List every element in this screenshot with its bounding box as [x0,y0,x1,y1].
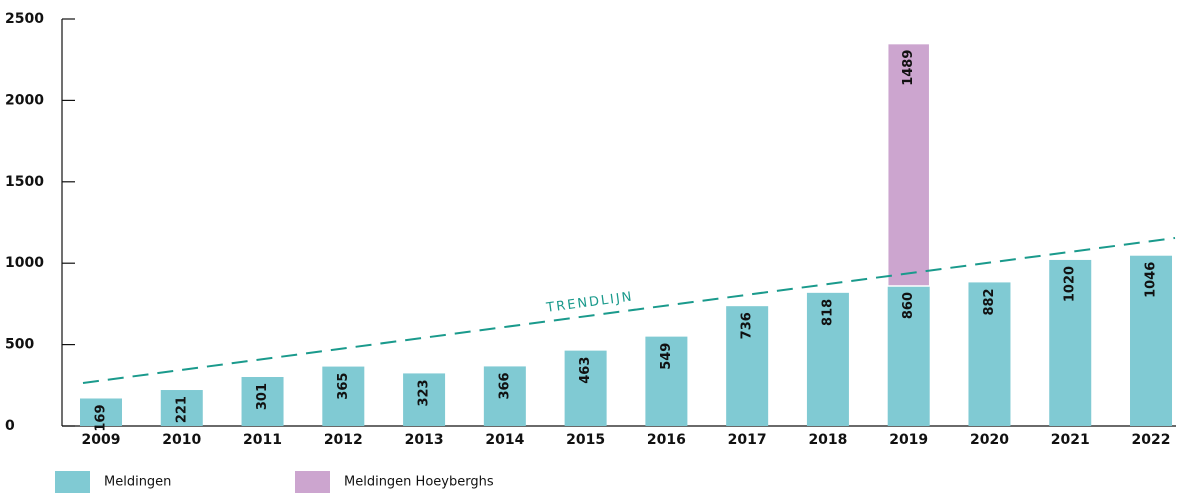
x-tick-label: 2020 [970,432,1009,448]
x-tick-label: 2013 [405,432,444,448]
bar [1049,259,1092,426]
value-label: 221 [174,396,189,423]
legend-label: Meldingen Hoeyberghs [344,475,494,490]
value-label: 1489 [901,50,916,86]
bar [564,350,607,426]
bar [645,336,688,426]
y-tick-label: 1000 [5,255,44,271]
bar [726,306,769,426]
y-tick-label: 2500 [5,11,44,27]
y-tick-label: 0 [5,418,15,434]
x-tick-label: 2010 [162,432,201,448]
bar [322,366,365,426]
x-tick-label: 2014 [485,432,524,448]
legend-swatch [295,471,330,493]
x-tick-label: 2018 [808,432,847,448]
x-tick-label: 2011 [243,432,282,448]
x-tick-label: 2021 [1051,432,1090,448]
value-label: 736 [740,312,755,339]
value-label: 549 [659,343,674,370]
legend-swatch [55,471,90,493]
x-tick-label: 2009 [82,432,121,448]
bar [886,42,931,287]
x-tick-label: 2016 [647,432,686,448]
bar [1130,255,1173,426]
bar [483,366,526,426]
bar [968,282,1011,426]
trend-line [82,236,1176,385]
value-label: 463 [578,357,593,384]
value-label: 366 [497,372,512,399]
x-tick-label: 2017 [728,432,767,448]
value-label: 169 [94,404,109,431]
value-label: 860 [901,292,916,319]
bar [80,398,122,426]
y-tick-label: 500 [5,337,34,353]
bar [160,390,203,426]
value-label: 1046 [1144,262,1159,298]
value-label: 301 [255,383,270,410]
value-label: 323 [417,379,432,406]
value-label: 818 [820,299,835,326]
bar [403,373,446,426]
bar [806,292,849,426]
trend-label: TRENDLIJN [545,289,635,316]
x-tick-label: 2015 [566,432,605,448]
bar [887,285,930,426]
y-tick-label: 2000 [5,92,44,108]
value-label: 1020 [1063,266,1078,302]
value-label: 882 [982,288,997,315]
x-tick-label: 2019 [889,432,928,448]
x-tick-label: 2012 [324,432,363,448]
value-label: 365 [336,373,351,400]
bar [241,376,284,426]
y-tick-label: 1500 [5,174,44,190]
x-tick-label: 2022 [1132,432,1171,448]
legend-label: Meldingen [104,475,171,490]
